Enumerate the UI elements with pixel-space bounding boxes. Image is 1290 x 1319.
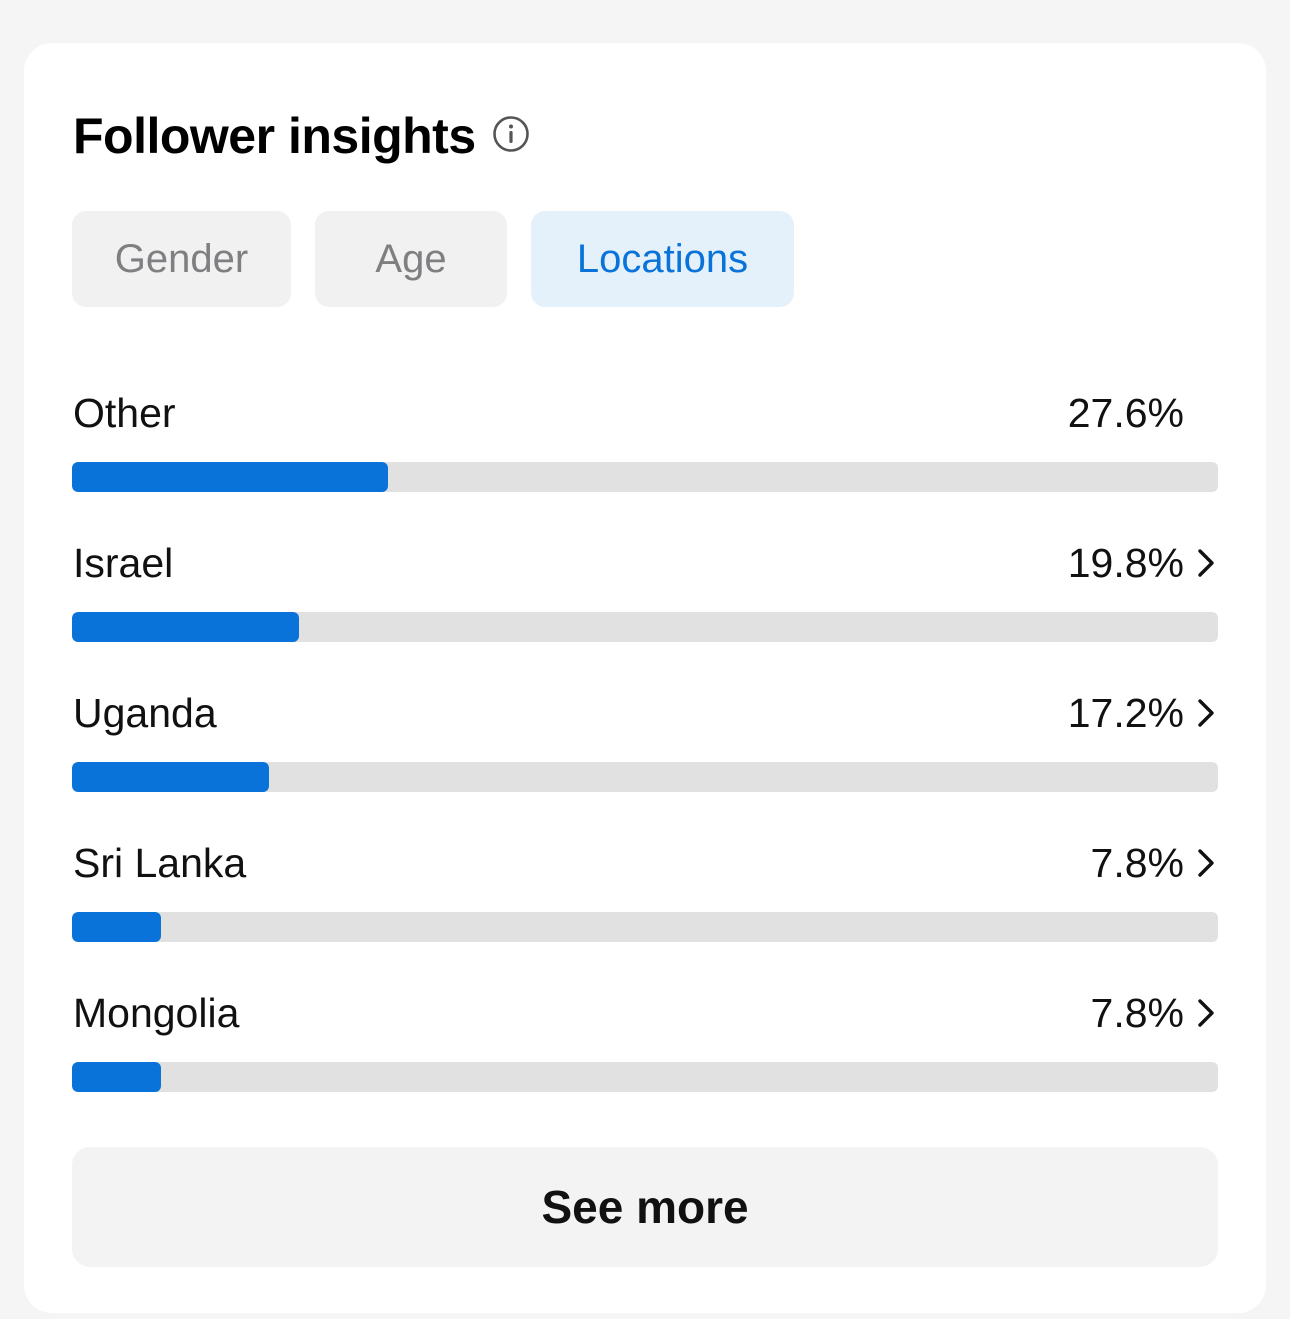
progress-fill bbox=[72, 1062, 162, 1092]
location-row-uganda[interactable]: Uganda 17.2% bbox=[72, 688, 1218, 792]
insight-tabs: Gender Age Locations bbox=[72, 211, 794, 307]
location-row-mongolia[interactable]: Mongolia 7.8% bbox=[72, 988, 1218, 1092]
location-percent: 7.8% bbox=[1090, 990, 1184, 1036]
progress-track bbox=[72, 762, 1218, 792]
progress-track bbox=[72, 1062, 1218, 1092]
location-row-israel[interactable]: Israel 19.8% bbox=[72, 538, 1218, 642]
progress-fill bbox=[72, 462, 389, 492]
tab-age[interactable]: Age bbox=[315, 211, 507, 307]
card-header: Follower insights bbox=[73, 105, 530, 167]
progress-fill bbox=[72, 762, 270, 792]
progress-fill bbox=[72, 912, 162, 942]
location-percent: 17.2% bbox=[1067, 690, 1184, 736]
chevron-right-icon[interactable] bbox=[1194, 997, 1218, 1029]
location-name: Uganda bbox=[73, 690, 217, 736]
location-name: Other bbox=[73, 390, 176, 436]
card-title: Follower insights bbox=[73, 108, 476, 164]
location-name: Israel bbox=[73, 540, 174, 586]
location-percent: 7.8% bbox=[1090, 840, 1184, 886]
location-name: Sri Lanka bbox=[73, 840, 247, 886]
progress-track bbox=[72, 612, 1218, 642]
chevron-right-icon[interactable] bbox=[1194, 847, 1218, 879]
location-percent: 27.6% bbox=[1067, 390, 1184, 436]
progress-track bbox=[72, 462, 1218, 492]
location-row-other: Other 27.6% bbox=[72, 388, 1218, 492]
chevron-right-icon[interactable] bbox=[1194, 547, 1218, 579]
location-name: Mongolia bbox=[73, 990, 240, 1036]
see-more-button[interactable]: See more bbox=[72, 1147, 1218, 1267]
progress-track bbox=[72, 912, 1218, 942]
progress-fill bbox=[72, 612, 299, 642]
tab-gender[interactable]: Gender bbox=[72, 211, 291, 307]
chevron-right-icon[interactable] bbox=[1194, 697, 1218, 729]
location-row-sri-lanka[interactable]: Sri Lanka 7.8% bbox=[72, 838, 1218, 942]
follower-insights-card: Follower insights Gender Age Locations O… bbox=[24, 43, 1266, 1313]
info-circle-icon[interactable] bbox=[492, 115, 530, 153]
location-percent: 19.8% bbox=[1067, 540, 1184, 586]
tab-locations[interactable]: Locations bbox=[531, 211, 794, 307]
